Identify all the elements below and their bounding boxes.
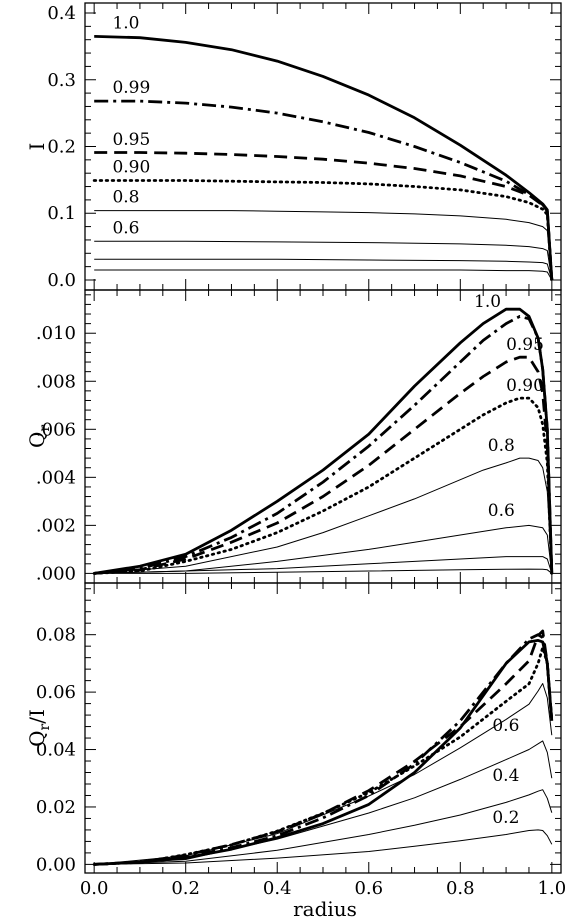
x-tick-label: 0.6 — [354, 878, 383, 899]
y-tick-label: 0.2 — [47, 137, 76, 158]
x-axis-label: radius — [293, 897, 357, 919]
series-line — [94, 556, 553, 574]
plot-frame — [84, 582, 562, 874]
series-line-0_6 — [94, 240, 553, 281]
series-line — [94, 258, 553, 281]
series-line-0_99 — [94, 633, 554, 866]
y-tick-label: 0.4 — [47, 3, 76, 24]
curve-label: 0.8 — [488, 436, 515, 456]
series-line — [94, 568, 553, 574]
series-line-1_0 — [93, 307, 554, 575]
series-line-0_90 — [92, 646, 554, 866]
series-line-0_95 — [94, 629, 554, 866]
y-axis-label: Qr — [25, 425, 53, 448]
panel-flux: .000 .002 .004 .006 .008 .010 Qr 1.0 0.95 0.90 0.8… — [25, 289, 562, 584]
series-line-0_95 — [94, 355, 554, 575]
curve-label: 0.8 — [112, 188, 139, 208]
curve-label: 0.99 — [112, 78, 150, 98]
series-line-0_6 — [94, 740, 553, 865]
y-tick-label: .000 — [36, 563, 76, 584]
y-tick-label: 0.1 — [47, 203, 76, 224]
series-line-0_90 — [92, 179, 554, 282]
y-tick-label: 0.06 — [36, 682, 76, 703]
series-line — [94, 269, 553, 281]
curve-label: 0.2 — [492, 808, 519, 828]
y-tick-label: 0.00 — [36, 854, 76, 875]
x-tick-label: 0.8 — [446, 878, 475, 899]
curve-label: 0.6 — [488, 501, 515, 521]
y-tick-label: 0.02 — [36, 797, 76, 818]
curve-label: 0.90 — [506, 376, 544, 396]
series-line-0_4 — [94, 789, 553, 865]
series-line-0_99 — [94, 99, 554, 281]
y-tick-label: 0.0 — [47, 270, 76, 291]
x-tick-labels: 0.0 0.2 0.4 0.6 0.8 1.0 — [80, 878, 565, 899]
plot-frame — [84, 2, 562, 291]
y-tick-label: 0.08 — [36, 625, 76, 646]
y-axis-label: I — [25, 143, 49, 151]
y-tick-label: 0.3 — [47, 70, 76, 91]
x-tick-label: 0.4 — [263, 878, 292, 899]
y-tick-label: .004 — [36, 467, 76, 488]
curve-label: 0.95 — [506, 335, 544, 355]
series-line-1_0 — [94, 639, 554, 866]
curve-label: 0.6 — [112, 218, 139, 238]
x-tick-label: 0.0 — [80, 878, 109, 899]
x-tick-label: 1.0 — [538, 878, 565, 899]
series-line-0_8 — [94, 210, 553, 281]
series-line-0_8 — [94, 457, 553, 574]
series-line-0_2 — [94, 829, 553, 865]
panel-flux-ratio: 0.00 0.02 0.04 0.06 0.08 Qr/I 0.6 0.4 0.2 — [25, 582, 562, 875]
curve-label: 0.90 — [112, 158, 150, 178]
curve-label: 1.0 — [474, 292, 501, 312]
panel-intensity: 0.0 0.1 0.2 0.3 0.4 I 1.0 0.99 0.95 0.90 0.8 0.6 — [25, 2, 562, 291]
y-tick-label: .008 — [36, 371, 76, 392]
series-line-0_95 — [94, 151, 554, 281]
x-tick-label: 0.2 — [171, 878, 200, 899]
y-tick-label: .010 — [36, 323, 76, 344]
series-line-0_99 — [94, 314, 554, 575]
y-axis-label: Qr/I — [25, 709, 53, 747]
curve-label: 1.0 — [112, 13, 139, 33]
y-tick-label: .002 — [36, 515, 76, 536]
y-tick-label: 0.04 — [36, 740, 76, 761]
curve-label: 0.4 — [492, 766, 519, 786]
series-line-0_90 — [92, 396, 554, 575]
curve-label: 0.95 — [112, 130, 150, 150]
curve-label: 0.6 — [492, 716, 519, 736]
y-tick-label: .006 — [36, 419, 76, 440]
series-line-0_6 — [94, 524, 553, 574]
